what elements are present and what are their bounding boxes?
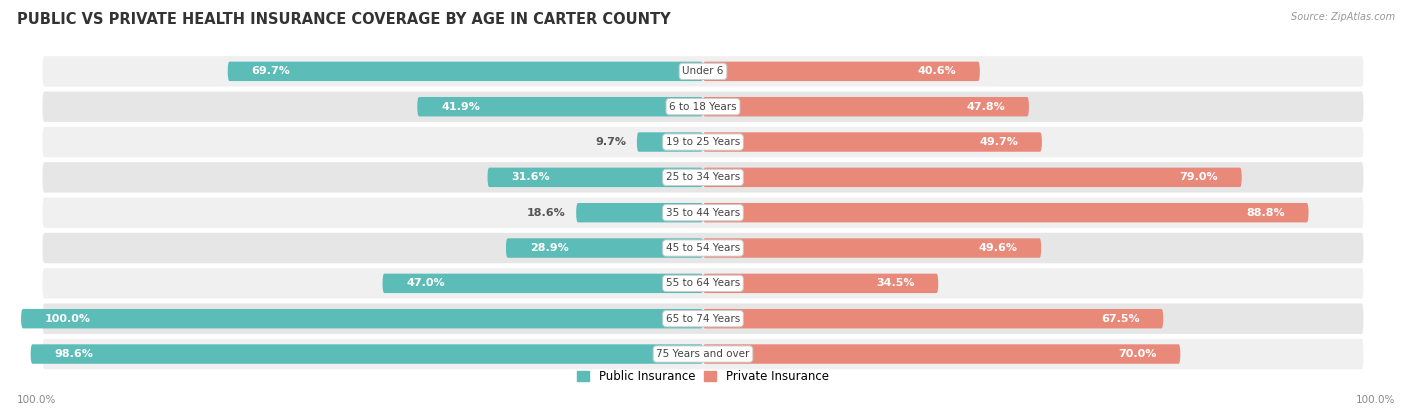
FancyBboxPatch shape (42, 90, 1364, 123)
FancyBboxPatch shape (42, 126, 1364, 158)
Text: 28.9%: 28.9% (530, 243, 568, 253)
Text: 18.6%: 18.6% (527, 208, 567, 218)
Text: 25 to 34 Years: 25 to 34 Years (666, 172, 740, 183)
FancyBboxPatch shape (42, 197, 1364, 229)
Text: Under 6: Under 6 (682, 66, 724, 76)
Text: 31.6%: 31.6% (512, 172, 550, 183)
Text: 45 to 54 Years: 45 to 54 Years (666, 243, 740, 253)
Text: 67.5%: 67.5% (1101, 314, 1139, 324)
Text: 65 to 74 Years: 65 to 74 Years (666, 314, 740, 324)
Text: 75 Years and over: 75 Years and over (657, 349, 749, 359)
FancyBboxPatch shape (703, 309, 1163, 328)
FancyBboxPatch shape (418, 97, 703, 116)
Text: 49.6%: 49.6% (979, 243, 1018, 253)
FancyBboxPatch shape (637, 132, 703, 152)
FancyBboxPatch shape (31, 344, 703, 364)
Text: 70.0%: 70.0% (1118, 349, 1157, 359)
FancyBboxPatch shape (703, 274, 938, 293)
Text: 47.0%: 47.0% (406, 278, 444, 288)
Text: 100.0%: 100.0% (1355, 395, 1395, 405)
Text: 41.9%: 41.9% (441, 102, 479, 112)
Text: 100.0%: 100.0% (17, 395, 56, 405)
Legend: Public Insurance, Private Insurance: Public Insurance, Private Insurance (578, 370, 828, 383)
Text: 19 to 25 Years: 19 to 25 Years (666, 137, 740, 147)
FancyBboxPatch shape (42, 232, 1364, 264)
FancyBboxPatch shape (703, 97, 1029, 116)
Text: PUBLIC VS PRIVATE HEALTH INSURANCE COVERAGE BY AGE IN CARTER COUNTY: PUBLIC VS PRIVATE HEALTH INSURANCE COVER… (17, 12, 671, 27)
FancyBboxPatch shape (703, 238, 1042, 258)
Text: 34.5%: 34.5% (876, 278, 914, 288)
FancyBboxPatch shape (42, 338, 1364, 370)
FancyBboxPatch shape (703, 203, 1309, 223)
FancyBboxPatch shape (42, 55, 1364, 88)
FancyBboxPatch shape (703, 168, 1241, 187)
Text: 49.7%: 49.7% (979, 137, 1018, 147)
Text: 47.8%: 47.8% (966, 102, 1005, 112)
Text: 35 to 44 Years: 35 to 44 Years (666, 208, 740, 218)
FancyBboxPatch shape (703, 62, 980, 81)
Text: 69.7%: 69.7% (252, 66, 291, 76)
Text: 55 to 64 Years: 55 to 64 Years (666, 278, 740, 288)
FancyBboxPatch shape (21, 309, 703, 328)
Text: 9.7%: 9.7% (596, 137, 627, 147)
Text: 40.6%: 40.6% (917, 66, 956, 76)
Text: 100.0%: 100.0% (45, 314, 91, 324)
FancyBboxPatch shape (42, 302, 1364, 335)
Text: Source: ZipAtlas.com: Source: ZipAtlas.com (1291, 12, 1395, 22)
FancyBboxPatch shape (506, 238, 703, 258)
FancyBboxPatch shape (488, 168, 703, 187)
FancyBboxPatch shape (703, 344, 1181, 364)
FancyBboxPatch shape (42, 267, 1364, 299)
FancyBboxPatch shape (382, 274, 703, 293)
Text: 6 to 18 Years: 6 to 18 Years (669, 102, 737, 112)
FancyBboxPatch shape (42, 161, 1364, 194)
Text: 98.6%: 98.6% (55, 349, 93, 359)
FancyBboxPatch shape (576, 203, 703, 223)
FancyBboxPatch shape (228, 62, 703, 81)
FancyBboxPatch shape (703, 132, 1042, 152)
Text: 88.8%: 88.8% (1246, 208, 1285, 218)
Text: 79.0%: 79.0% (1180, 172, 1218, 183)
